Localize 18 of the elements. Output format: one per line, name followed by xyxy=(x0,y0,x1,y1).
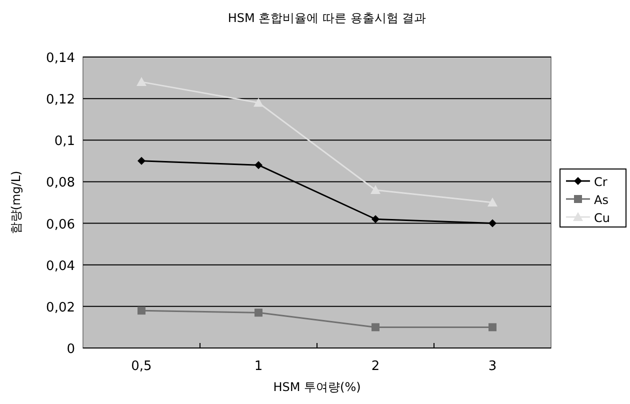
y-tick-label: 0,02 xyxy=(46,300,75,316)
x-tick-label: 0,5 xyxy=(131,359,152,374)
legend-label: As xyxy=(594,193,608,207)
chart-title: HSM 혼합비율에 따른 용출시험 결과 xyxy=(228,11,426,25)
x-tick-label: 1 xyxy=(254,359,263,374)
x-axis-title: HSM 투여량(%) xyxy=(273,380,361,394)
x-tick-label: 2 xyxy=(371,359,380,374)
y-tick-label: 0,12 xyxy=(46,92,75,108)
y-tick-label: 0,06 xyxy=(46,217,75,232)
y-tick-label: 0 xyxy=(66,342,75,357)
legend-label: Cr xyxy=(594,175,608,189)
y-tick-label: 0,14 xyxy=(46,51,75,66)
x-tick-label: 3 xyxy=(488,359,497,374)
y-tick-label: 0,1 xyxy=(54,134,75,150)
y-tick-label: 0,04 xyxy=(46,258,75,274)
y-axis-title: 함량(mg/L) xyxy=(9,170,23,234)
legend-label: Cu xyxy=(594,211,610,225)
y-tick-label: 0,08 xyxy=(46,176,75,191)
